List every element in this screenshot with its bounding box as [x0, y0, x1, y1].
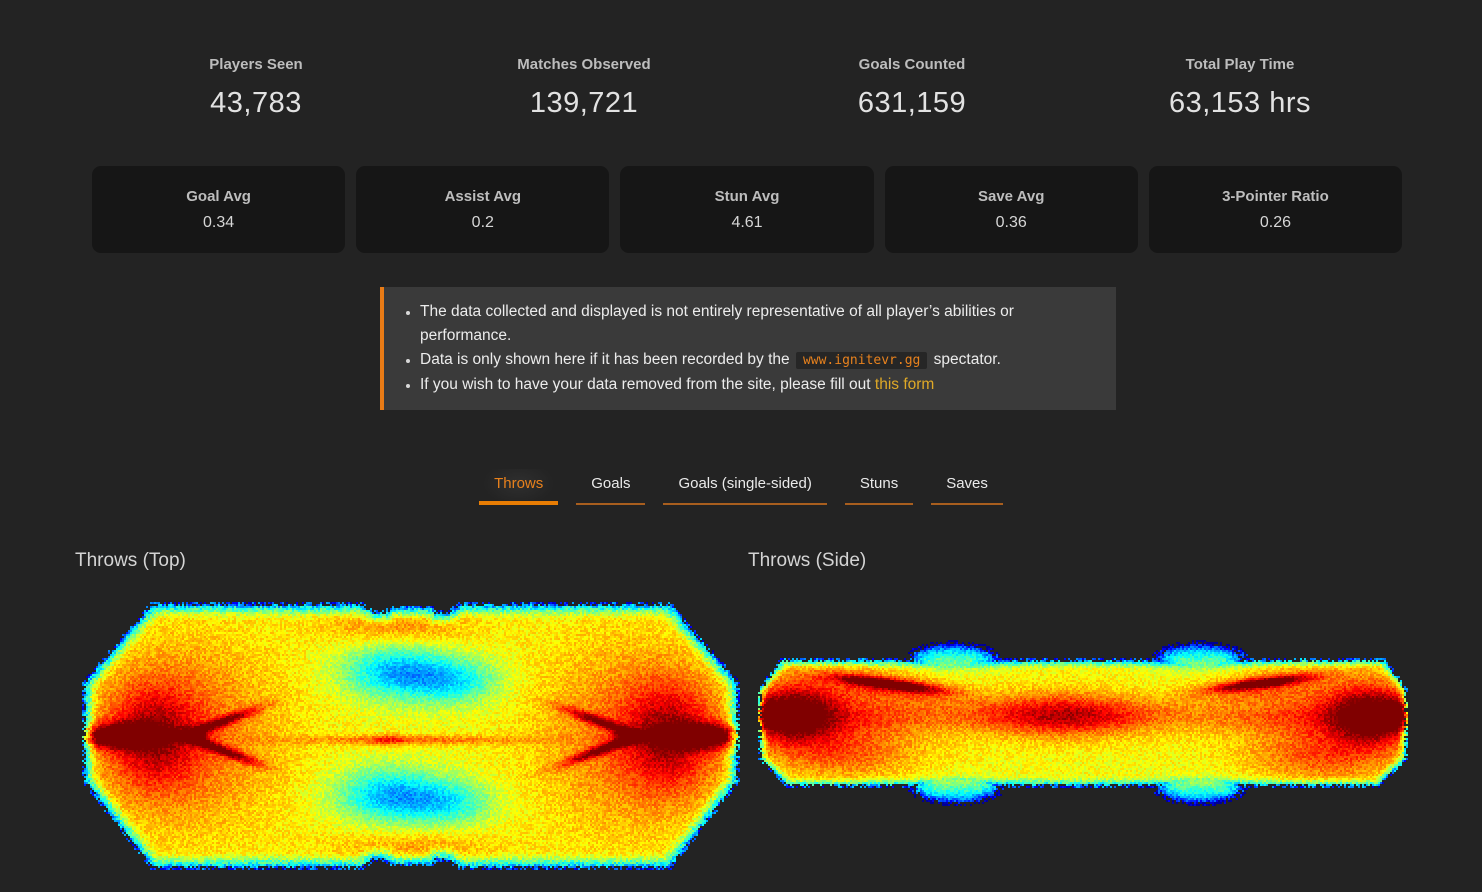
- heatmap-throws-top: [82, 602, 740, 870]
- stat-value: 63,153 hrs: [1168, 87, 1312, 119]
- card-label: Save Avg: [977, 187, 1045, 205]
- summary-stat-matches-observed: Matches Observed 139,721: [420, 56, 748, 120]
- card-value: 4.61: [731, 213, 763, 231]
- ignitevr-url-code: www.ignitevr.gg: [795, 352, 928, 369]
- tab-goals-single-sided[interactable]: Goals (single-sided): [663, 469, 827, 505]
- stat-cards-row: Goal Avg 0.34 Assist Avg 0.2 Stun Avg 4.…: [92, 166, 1403, 253]
- summary-stat-players-seen: Players Seen 43,783: [92, 56, 420, 120]
- tab-saves[interactable]: Saves: [931, 469, 1003, 505]
- disclaimer-text: spectator.: [933, 351, 1001, 368]
- summary-stat-goals-counted: Goals Counted 631,159: [748, 56, 1076, 120]
- card-value: 0.36: [995, 213, 1027, 231]
- disclaimer-item: Data is only shown here if it has been r…: [420, 348, 1096, 373]
- disclaimer-text: The data collected and displayed is not …: [420, 303, 1014, 344]
- tab-goals[interactable]: Goals: [576, 469, 646, 505]
- card-label: Stun Avg: [714, 187, 780, 205]
- card-value: 0.26: [1259, 213, 1291, 231]
- stat-value: 43,783: [210, 87, 302, 119]
- card-value: 0.2: [471, 213, 494, 231]
- disclaimer-list: The data collected and displayed is not …: [396, 300, 1096, 397]
- card-value: 0.34: [203, 213, 235, 231]
- summary-stat-total-play-time: Total Play Time 63,153 hrs: [1076, 56, 1404, 120]
- stat-label: Goals Counted: [858, 56, 966, 73]
- tab-throws[interactable]: Throws: [479, 469, 559, 505]
- disclaimer-text: If you wish to have your data removed fr…: [420, 376, 871, 393]
- card-label: 3-Pointer Ratio: [1222, 187, 1329, 205]
- disclaimer-text: Data is only shown here if it has been r…: [420, 351, 790, 368]
- disclaimer-item: The data collected and displayed is not …: [420, 300, 1096, 348]
- heatmap-tabs: Throws Goals Goals (single-sided) Stuns …: [0, 469, 1482, 505]
- stat-value: 631,159: [857, 87, 967, 119]
- stat-card-save-avg: Save Avg 0.36: [884, 166, 1138, 253]
- stat-card-goal-avg: Goal Avg 0.34: [92, 166, 346, 253]
- stat-label: Players Seen: [209, 56, 303, 73]
- stat-card-assist-avg: Assist Avg 0.2: [356, 166, 610, 253]
- stat-label: Matches Observed: [517, 56, 651, 73]
- disclaimer-item: If you wish to have your data removed fr…: [420, 373, 1096, 397]
- stat-value: 139,721: [529, 87, 639, 119]
- disclaimer-box: The data collected and displayed is not …: [380, 287, 1116, 410]
- heatmap-throws-side: [758, 630, 1408, 810]
- stat-label: Total Play Time: [1185, 56, 1295, 73]
- heatmap-title-top: Throws (Top): [75, 550, 186, 571]
- summary-stats-row: Players Seen 43,783 Matches Observed 139…: [92, 56, 1404, 120]
- stat-card-stun-avg: Stun Avg 4.61: [620, 166, 874, 253]
- card-label: Assist Avg: [444, 187, 522, 205]
- heatmap-title-side: Throws (Side): [748, 550, 867, 571]
- stat-card-3-pointer-ratio: 3-Pointer Ratio 0.26: [1148, 166, 1403, 253]
- card-label: Goal Avg: [186, 187, 251, 205]
- this-form-link[interactable]: this form: [874, 376, 935, 393]
- tab-stuns[interactable]: Stuns: [844, 469, 914, 505]
